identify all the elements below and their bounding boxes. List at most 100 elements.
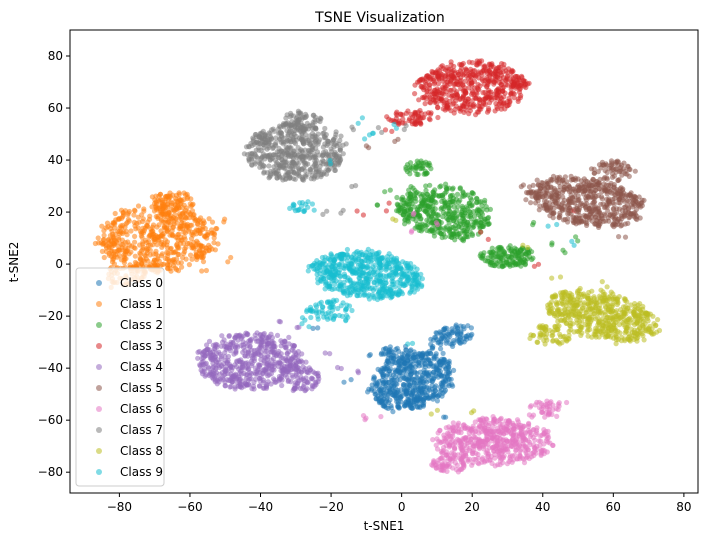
data-point: [618, 192, 624, 198]
data-point: [257, 141, 263, 147]
data-point: [297, 110, 303, 116]
data-point: [372, 391, 378, 397]
data-point: [544, 179, 550, 185]
data-point: [313, 165, 319, 171]
data-point: [455, 326, 461, 332]
data-point: [167, 222, 173, 228]
data-point: [616, 196, 622, 202]
data-point: [438, 346, 444, 352]
data-point: [215, 241, 221, 247]
data-point: [486, 100, 493, 106]
data-point: [439, 63, 445, 69]
data-point: [406, 117, 412, 124]
data-point: [407, 364, 413, 370]
data-point: [243, 330, 249, 336]
data-point: [169, 207, 175, 213]
data-point: [483, 421, 489, 427]
data-point: [451, 367, 457, 373]
data-point: [195, 222, 201, 228]
data-point: [435, 73, 441, 79]
data-point: [455, 422, 461, 428]
data-point: [252, 352, 258, 358]
data-point: [457, 335, 463, 341]
data-point: [132, 239, 138, 245]
data-point: [442, 378, 448, 384]
data-point: [501, 94, 507, 100]
data-point: [173, 267, 180, 273]
data-point: [397, 377, 403, 383]
data-point: [483, 204, 489, 210]
data-point: [179, 198, 185, 204]
data-point: [237, 368, 243, 374]
data-point: [426, 116, 432, 122]
data-point: [517, 448, 523, 454]
data-point: [363, 143, 369, 149]
data-point: [623, 194, 629, 200]
data-point: [386, 349, 393, 355]
data-point: [150, 259, 156, 266]
data-point: [338, 133, 344, 139]
data-point: [466, 59, 472, 65]
data-point: [378, 414, 384, 420]
data-point: [294, 375, 301, 381]
data-point: [379, 377, 385, 383]
data-point: [411, 210, 417, 216]
data-point: [502, 251, 508, 257]
data-point: [457, 442, 463, 448]
series-class-2: [374, 158, 581, 270]
data-point: [438, 361, 444, 368]
data-point: [497, 250, 503, 256]
data-point: [298, 369, 304, 375]
data-point: [383, 405, 389, 411]
data-point: [446, 204, 452, 210]
data-point: [441, 414, 447, 420]
data-point: [433, 370, 439, 376]
data-point: [478, 429, 484, 435]
data-point: [413, 121, 419, 127]
data-point: [570, 176, 577, 183]
data-point: [270, 126, 276, 132]
data-point: [208, 355, 214, 361]
data-point: [459, 215, 466, 221]
data-point: [602, 204, 609, 210]
data-point: [335, 364, 341, 371]
data-point: [475, 460, 481, 466]
data-point: [449, 326, 455, 332]
data-point: [312, 133, 318, 139]
data-point: [182, 214, 188, 220]
data-point: [452, 226, 458, 232]
data-point: [423, 200, 429, 206]
data-point: [188, 235, 195, 242]
data-point: [460, 95, 466, 101]
data-point: [506, 102, 512, 108]
data-point: [378, 398, 385, 404]
data-point: [430, 203, 436, 209]
data-point: [598, 213, 605, 219]
data-point: [471, 91, 477, 98]
data-point: [442, 325, 448, 331]
data-point: [220, 377, 226, 383]
data-point: [205, 229, 211, 236]
data-point: [193, 231, 199, 237]
data-point: [434, 330, 440, 336]
data-point: [258, 345, 264, 351]
data-point: [386, 200, 392, 206]
data-point: [317, 115, 323, 121]
data-point: [556, 204, 563, 210]
data-point: [463, 66, 469, 72]
data-point: [456, 429, 462, 436]
data-point: [510, 422, 516, 428]
data-point: [168, 250, 174, 256]
data-point: [429, 71, 435, 77]
data-point: [573, 234, 579, 240]
data-point: [545, 184, 551, 190]
data-point: [286, 341, 292, 347]
data-point: [560, 177, 566, 183]
data-point: [341, 379, 347, 385]
data-point: [452, 70, 458, 76]
data-point: [456, 199, 462, 205]
data-point: [454, 92, 460, 98]
data-point: [168, 245, 174, 251]
data-point: [526, 439, 533, 445]
data-point: [178, 215, 184, 222]
